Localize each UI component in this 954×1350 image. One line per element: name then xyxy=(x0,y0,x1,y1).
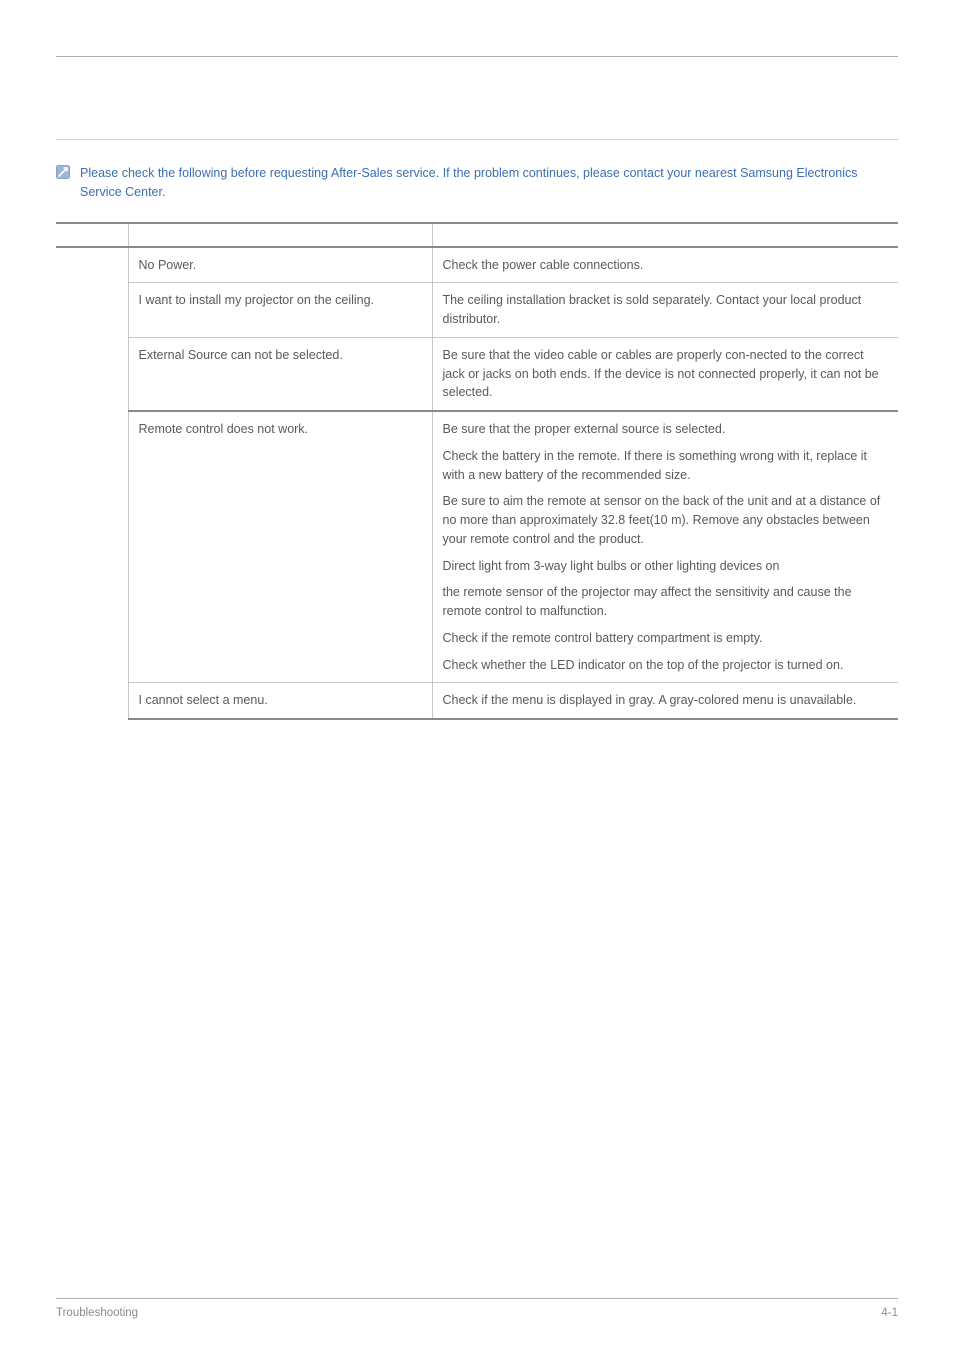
page: Please check the following before reques… xyxy=(0,0,954,1350)
solution-text: Check if the menu is displayed in gray. … xyxy=(443,691,889,710)
symptom-cell: No Power. xyxy=(128,247,432,283)
table-row: External Source can not be selected. Be … xyxy=(56,337,898,411)
solution-text: Direct light from 3-way light bulbs or o… xyxy=(443,557,889,576)
section-label xyxy=(56,247,128,412)
service-note: Please check the following before reques… xyxy=(56,164,898,202)
troubleshoot-table: No Power. Check the power cable connecti… xyxy=(56,222,898,721)
solution-text: Be sure that the proper external source … xyxy=(443,420,889,439)
symptom-cell: I want to install my projector on the ce… xyxy=(128,283,432,338)
solution-cell: Be sure that the video cable or cables a… xyxy=(432,337,898,411)
solution-text: Be sure to aim the remote at sensor on t… xyxy=(443,492,889,548)
solution-text: the remote sensor of the projector may a… xyxy=(443,583,889,621)
solution-cell: The ceiling installation bracket is sold… xyxy=(432,283,898,338)
solution-text: Check the power cable connections. xyxy=(443,256,889,275)
top-rule xyxy=(56,56,898,57)
solution-cell: Be sure that the proper external source … xyxy=(432,411,898,683)
info-icon xyxy=(56,165,70,179)
page-footer: Troubleshooting 4-1 xyxy=(56,1298,898,1322)
symptom-cell: Remote control does not work. xyxy=(128,411,432,683)
solution-text: The ceiling installation bracket is sold… xyxy=(443,291,889,329)
table-row: Remote control does not work. Be sure th… xyxy=(56,411,898,683)
table-row: I want to install my projector on the ce… xyxy=(56,283,898,338)
solution-text: Be sure that the video cable or cables a… xyxy=(443,346,889,402)
solution-text: Check whether the LED indicator on the t… xyxy=(443,656,889,675)
mid-rule xyxy=(56,139,898,140)
footer-right: 4-1 xyxy=(881,1305,898,1322)
symptom-cell: External Source can not be selected. xyxy=(128,337,432,411)
symptom-cell: I cannot select a menu. xyxy=(128,683,432,719)
table-header-blank-0 xyxy=(56,223,128,247)
table-row: I cannot select a menu. Check if the men… xyxy=(56,683,898,719)
section-label xyxy=(56,411,128,719)
footer-left: Troubleshooting xyxy=(56,1305,138,1322)
table-header-blank-2 xyxy=(432,223,898,247)
table-row: No Power. Check the power cable connecti… xyxy=(56,247,898,283)
solution-cell: Check the power cable connections. xyxy=(432,247,898,283)
solution-text: Check the battery in the remote. If ther… xyxy=(443,447,889,485)
table-header-row xyxy=(56,223,898,247)
solution-cell: Check if the menu is displayed in gray. … xyxy=(432,683,898,719)
table-header-blank-1 xyxy=(128,223,432,247)
solution-text: Check if the remote control battery comp… xyxy=(443,629,889,648)
service-note-text: Please check the following before reques… xyxy=(80,164,898,202)
